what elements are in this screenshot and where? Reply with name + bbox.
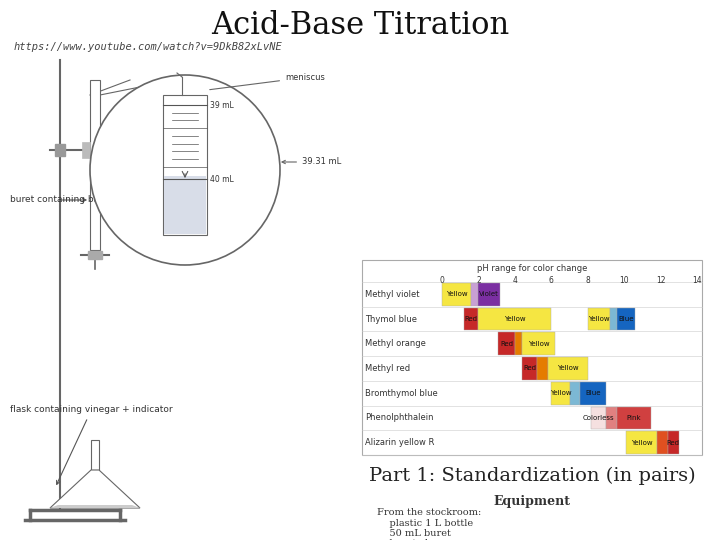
- Text: pH range for color change: pH range for color change: [477, 264, 588, 273]
- Text: Yellow: Yellow: [557, 366, 578, 372]
- Text: Red: Red: [667, 440, 680, 445]
- Text: Red: Red: [523, 366, 536, 372]
- Text: 39 mL: 39 mL: [210, 100, 234, 110]
- Bar: [478, 308, 552, 330]
- Text: From the stockroom:: From the stockroom:: [377, 508, 481, 517]
- Text: Blue: Blue: [618, 316, 634, 322]
- Text: Yellow: Yellow: [588, 316, 609, 322]
- Bar: [442, 283, 471, 306]
- Bar: [163, 95, 207, 235]
- Bar: [478, 283, 500, 306]
- Bar: [536, 357, 548, 380]
- Text: Yellow: Yellow: [504, 316, 526, 322]
- Bar: [610, 308, 617, 330]
- Bar: [91, 440, 99, 470]
- Text: 0: 0: [440, 276, 444, 285]
- Text: Acid-Base Titration: Acid-Base Titration: [211, 10, 509, 41]
- Bar: [515, 333, 522, 355]
- Text: flask containing vinegar + indicator: flask containing vinegar + indicator: [10, 406, 173, 484]
- Text: 12: 12: [656, 276, 665, 285]
- Text: Yellow: Yellow: [631, 440, 652, 445]
- Bar: [164, 176, 206, 234]
- Bar: [88, 251, 102, 259]
- Bar: [362, 260, 702, 455]
- Text: Part 1: Standardization (in pairs): Part 1: Standardization (in pairs): [369, 467, 696, 485]
- Text: 4: 4: [513, 276, 517, 285]
- Text: 14: 14: [692, 276, 702, 285]
- Bar: [617, 308, 635, 330]
- Text: Colorless: Colorless: [582, 415, 614, 421]
- Text: Red: Red: [464, 316, 477, 322]
- Bar: [580, 382, 606, 404]
- Polygon shape: [50, 505, 140, 508]
- Text: Alizarin yellow R: Alizarin yellow R: [365, 438, 434, 447]
- Bar: [522, 333, 555, 355]
- Bar: [522, 357, 536, 380]
- Text: 10: 10: [619, 276, 629, 285]
- Text: plastic 1 L bottle: plastic 1 L bottle: [377, 518, 473, 528]
- Text: 8: 8: [585, 276, 590, 285]
- Text: 50 mL buret: 50 mL buret: [377, 529, 451, 538]
- Bar: [570, 382, 580, 404]
- Text: 39.31 mL: 39.31 mL: [282, 158, 341, 166]
- Text: Methyl violet: Methyl violet: [365, 290, 420, 299]
- Text: https://www.youtube.com/watch?v=9DkB82xLvNE: https://www.youtube.com/watch?v=9DkB82xL…: [14, 42, 283, 52]
- Text: meniscus: meniscus: [210, 73, 325, 90]
- Bar: [82, 142, 90, 158]
- Text: Equipment: Equipment: [493, 495, 570, 508]
- Circle shape: [90, 75, 280, 265]
- Bar: [606, 407, 617, 429]
- Bar: [626, 431, 657, 454]
- Bar: [55, 144, 65, 156]
- Text: Thymol blue: Thymol blue: [365, 315, 417, 323]
- Text: Yellow: Yellow: [528, 341, 549, 347]
- Bar: [617, 407, 652, 429]
- Text: Phenolphthalein: Phenolphthalein: [365, 414, 433, 422]
- Text: Blue: Blue: [585, 390, 601, 396]
- Text: Methyl red: Methyl red: [365, 364, 410, 373]
- Bar: [90, 80, 100, 250]
- Bar: [668, 431, 679, 454]
- Bar: [657, 431, 668, 454]
- Bar: [591, 407, 606, 429]
- Text: 2: 2: [476, 276, 481, 285]
- Bar: [588, 308, 610, 330]
- Text: buret containing base: buret containing base: [10, 195, 109, 205]
- Polygon shape: [50, 470, 140, 508]
- Text: Pink: Pink: [627, 415, 642, 421]
- Text: Red: Red: [500, 341, 513, 347]
- Text: Bromthymol blue: Bromthymol blue: [365, 389, 438, 398]
- Text: Violet: Violet: [480, 292, 499, 298]
- Bar: [548, 357, 588, 380]
- Text: Yellow: Yellow: [446, 292, 467, 298]
- Text: 6: 6: [549, 276, 554, 285]
- Text: Methyl orange: Methyl orange: [365, 339, 426, 348]
- Text: 40 mL: 40 mL: [210, 174, 234, 184]
- Text: Yellow: Yellow: [549, 390, 571, 396]
- Bar: [464, 308, 478, 330]
- Bar: [552, 382, 570, 404]
- Bar: [498, 333, 515, 355]
- Bar: [471, 283, 478, 306]
